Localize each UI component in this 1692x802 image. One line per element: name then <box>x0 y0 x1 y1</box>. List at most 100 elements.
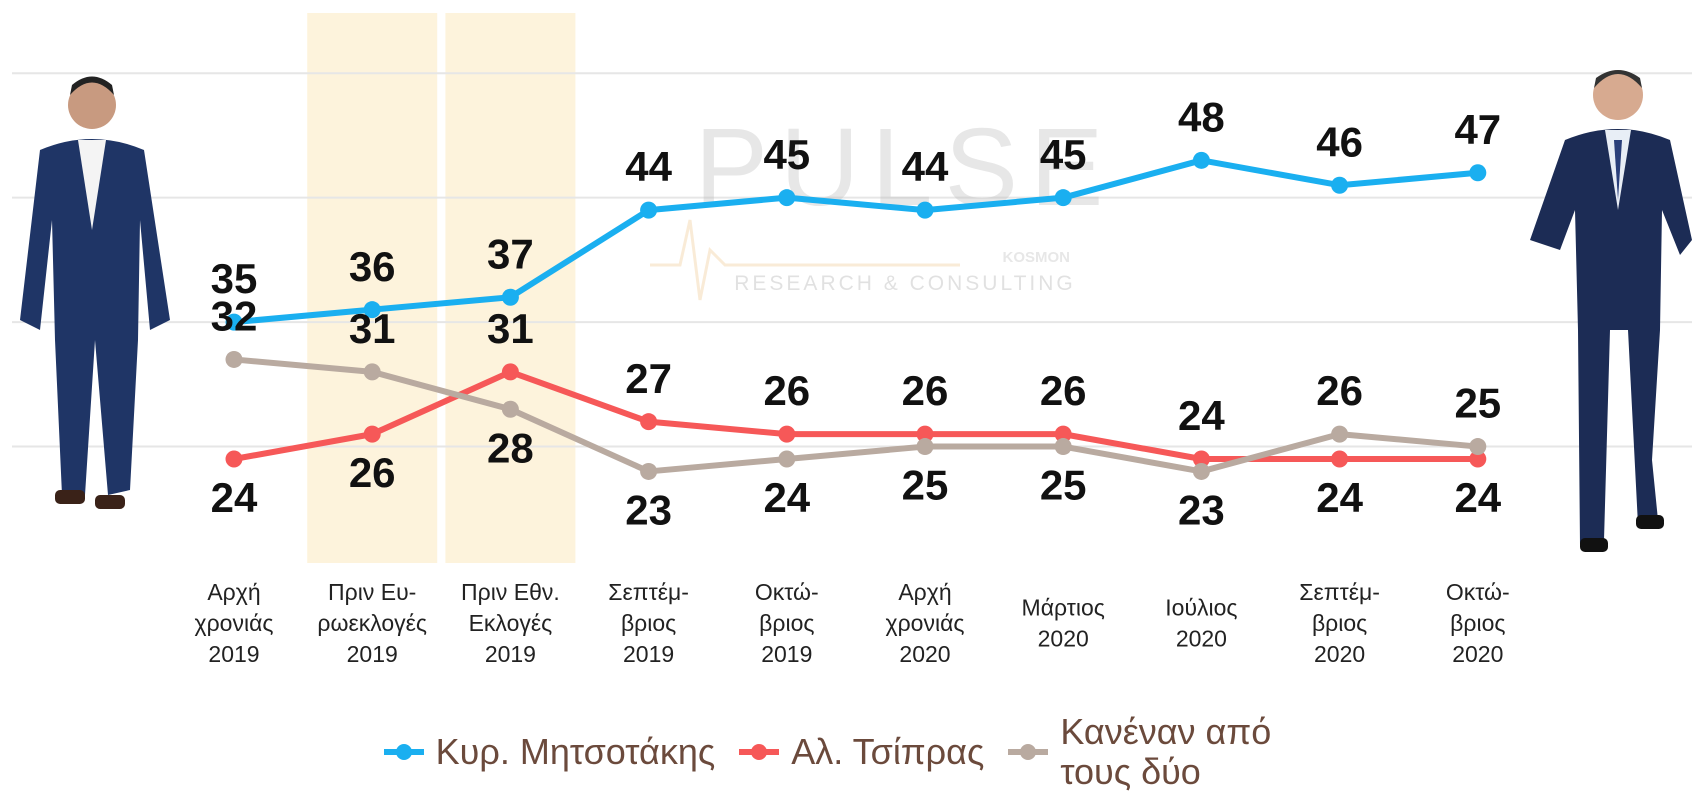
point <box>640 201 658 219</box>
point <box>778 425 796 443</box>
data-label: 28 <box>487 424 534 471</box>
x-tick-label: Σεπτέμ- <box>1299 579 1380 605</box>
point <box>1331 176 1349 194</box>
point <box>1331 450 1349 468</box>
series-line <box>233 368 1478 462</box>
point <box>225 350 243 368</box>
data-label: 26 <box>763 367 810 414</box>
data-label: 24 <box>1454 474 1501 521</box>
point <box>363 425 381 443</box>
legend-marker <box>1008 744 1049 760</box>
point <box>225 450 243 468</box>
data-label: 25 <box>1040 462 1087 509</box>
legend: Κυρ. Μητσοτάκης Αλ. Τσίπρας Κανέναν από το… <box>0 712 1692 792</box>
data-label: 23 <box>625 487 672 534</box>
data-label: 45 <box>1040 131 1087 178</box>
data-label: 24 <box>1178 392 1225 439</box>
x-tick-label: 2020 <box>1038 626 1089 652</box>
legend-item: Κανέναν από τους δύο <box>1006 712 1310 792</box>
data-label: 26 <box>1040 367 1087 414</box>
x-tick-label: βριος <box>1312 610 1367 636</box>
point <box>225 313 243 331</box>
legend-item: Αλ. Τσίπρας <box>737 732 984 772</box>
point <box>1054 425 1072 443</box>
point <box>1192 462 1210 480</box>
data-label: 25 <box>902 462 949 509</box>
data-label: 24 <box>763 474 810 521</box>
highlight-band <box>445 13 576 563</box>
x-tick-label: 2019 <box>623 641 674 667</box>
data-label: 24 <box>1316 474 1363 521</box>
x-tick-label: βριος <box>1450 610 1505 636</box>
point <box>1331 425 1349 443</box>
x-tick-label: χρονιάς <box>195 610 274 636</box>
point <box>640 462 658 480</box>
point <box>1469 438 1487 456</box>
point <box>1469 450 1487 468</box>
data-label: 27 <box>625 355 672 402</box>
x-tick-label: 2020 <box>1452 641 1503 667</box>
x-tick-label: Αρχή <box>898 579 951 605</box>
data-label: 24 <box>211 474 258 521</box>
data-label: 25 <box>1454 380 1501 427</box>
point <box>1469 164 1487 182</box>
series-line <box>233 157 1479 326</box>
data-label: 44 <box>625 143 672 190</box>
point <box>363 363 381 381</box>
x-tick-label: 2019 <box>208 641 259 667</box>
legend-item: Κυρ. Μητσοτάκης <box>382 731 716 772</box>
x-tick-label: Οκτώ- <box>755 579 819 605</box>
x-tick-label: Μάρτιος <box>1022 595 1105 621</box>
x-tick-label: 2019 <box>761 641 812 667</box>
person-right <box>1530 70 1692 552</box>
legend-label: Κανέναν από τους δύο <box>1060 711 1272 792</box>
point <box>501 400 519 418</box>
data-label: 32 <box>211 293 258 340</box>
legend-label: Κυρ. Μητσοτάκης <box>435 731 716 772</box>
point <box>916 438 934 456</box>
point <box>501 363 519 381</box>
data-label: 46 <box>1316 118 1363 165</box>
series-line <box>233 356 1479 475</box>
data-label: 48 <box>1178 93 1225 140</box>
point <box>1054 438 1072 456</box>
watermark-pulse <box>650 219 960 301</box>
legend-marker <box>383 744 424 760</box>
x-tick-label: 2020 <box>1314 641 1365 667</box>
person-left <box>20 76 170 509</box>
data-label: 26 <box>1316 367 1363 414</box>
data-label: 47 <box>1454 106 1501 153</box>
point <box>778 189 796 207</box>
x-tick-label: 2019 <box>485 641 536 667</box>
x-tick-label: ρωεκλογές <box>317 610 427 636</box>
point <box>1192 151 1210 169</box>
point <box>501 288 519 306</box>
data-label: 45 <box>763 131 810 178</box>
x-tick-label: Σεπτέμ- <box>608 579 689 605</box>
x-tick-label: χρονιάς <box>886 610 965 636</box>
point <box>640 413 658 431</box>
data-label: 35 <box>211 255 258 302</box>
point <box>916 201 934 219</box>
point <box>778 450 796 468</box>
point <box>1192 450 1210 468</box>
x-tick-label: Ιούλιος <box>1165 595 1237 621</box>
x-tick-label: Πριν Εθν. <box>461 579 560 605</box>
x-tick-label: Αρχή <box>207 579 260 605</box>
data-label: 31 <box>349 305 396 352</box>
x-tick-label: Εκλογές <box>469 610 553 636</box>
watermark-sub: KOSMON <box>1003 249 1071 266</box>
data-label: 44 <box>902 143 949 190</box>
data-label: 36 <box>349 243 396 290</box>
x-tick-label: βριος <box>621 610 676 636</box>
legend-marker <box>739 744 780 760</box>
x-tick-label: βριος <box>759 610 814 636</box>
data-label: 37 <box>487 230 534 277</box>
x-tick-label: 2019 <box>347 641 398 667</box>
data-label: 31 <box>487 305 534 352</box>
point <box>1054 189 1072 207</box>
data-label: 23 <box>1178 487 1225 534</box>
point <box>916 425 934 443</box>
